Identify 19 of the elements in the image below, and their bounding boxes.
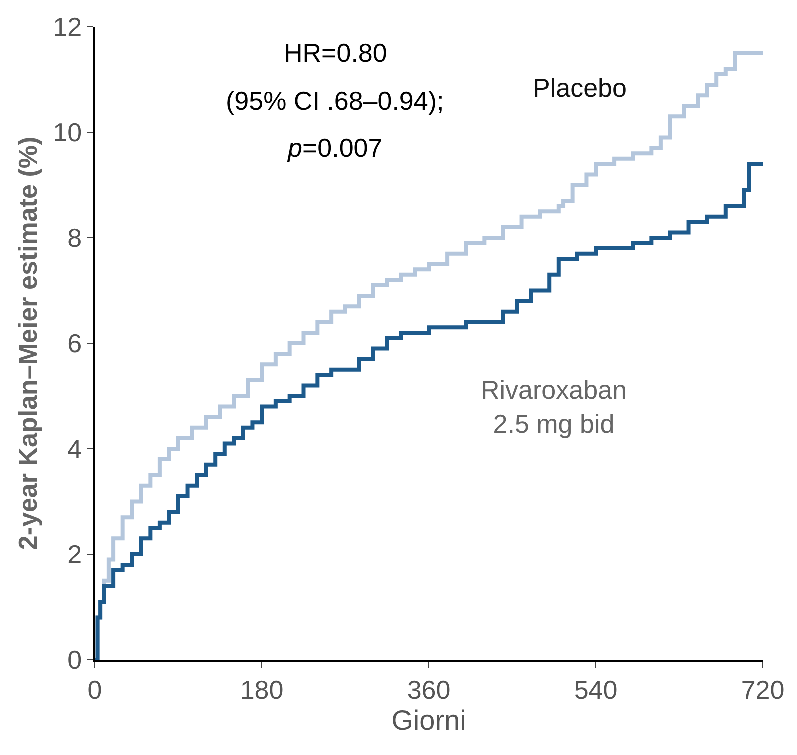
series-label: Placebo: [533, 73, 627, 103]
y-tick-label: 0: [68, 645, 82, 676]
annotation: HR=0.80: [284, 38, 388, 68]
y-tick-label: 2: [68, 540, 82, 570]
y-tick-label: 10: [53, 118, 82, 148]
y-tick-label: 8: [68, 223, 82, 254]
series-label: Rivaroxaban 2.5 mg bid: [481, 375, 627, 439]
annotation: (95% CI .68–0.94);: [226, 86, 444, 116]
x-tick-label: 180: [240, 674, 284, 705]
annotation: p=0.007: [287, 133, 383, 163]
x-tick-label: 360: [407, 674, 451, 705]
y-tick-label: 6: [68, 328, 82, 359]
x-axis-title: Giorni: [392, 704, 466, 736]
y-tick-label: 12: [53, 12, 82, 42]
x-tick-label: 540: [574, 674, 618, 705]
y-tick-label: 4: [68, 434, 82, 464]
x-tick-label: 720: [741, 674, 785, 705]
y-axis-title: 2-year Kaplan–Meier estimate (%): [13, 136, 44, 550]
x-tick-label: 0: [88, 674, 102, 705]
